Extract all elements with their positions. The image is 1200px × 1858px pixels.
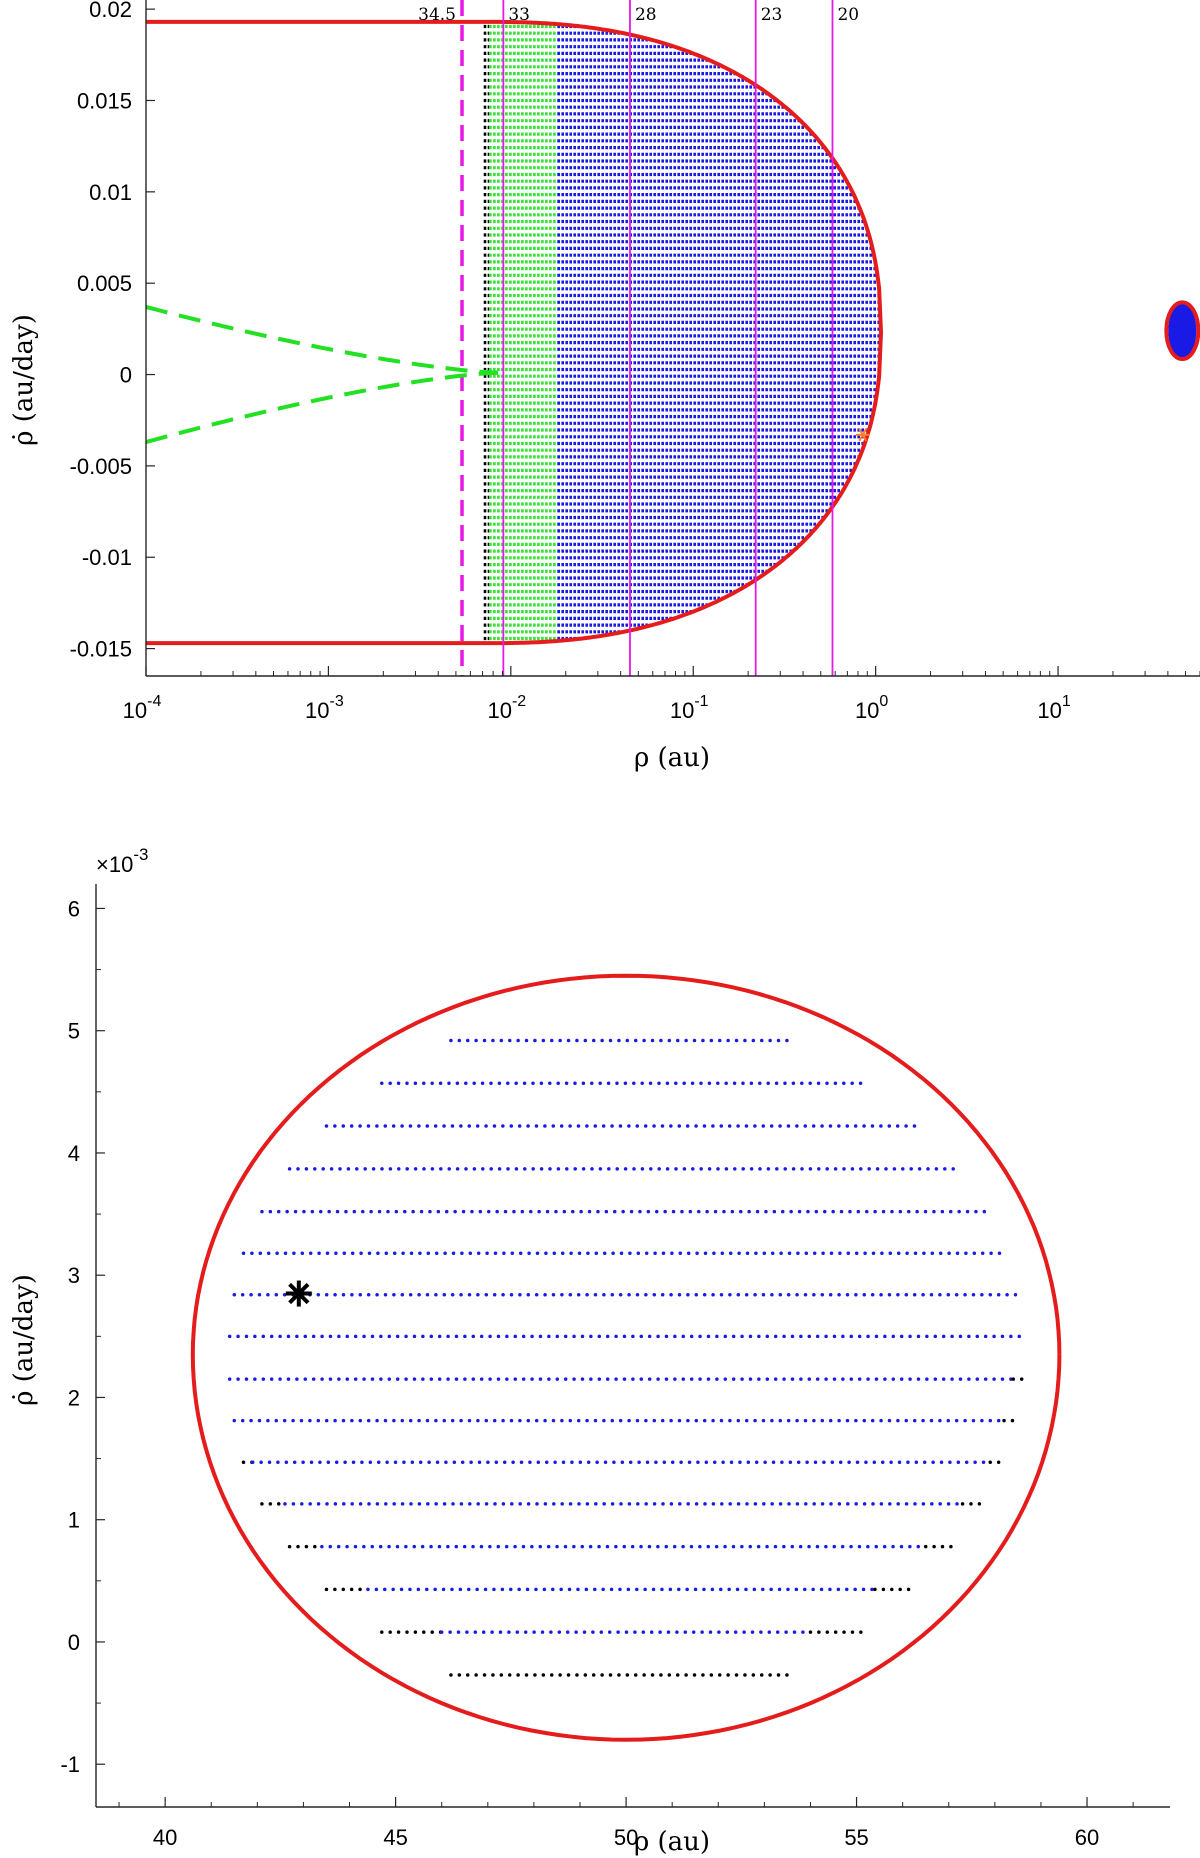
top-y-axis-label: ρ̇ (au/day): [9, 314, 39, 446]
top-resonance-label-34.5: 34.5: [418, 5, 456, 25]
top-resonance-label-33: 33: [508, 5, 530, 25]
top-star-marker-stroke: [858, 428, 868, 442]
bottom-y-tick-label: 1: [68, 1508, 80, 1533]
top-x-tick-exponent: 0: [879, 693, 888, 710]
top-resonance-label-23: 23: [761, 5, 783, 25]
top-x-tick-exponent: -2: [512, 693, 526, 710]
top-y-tick-label: -0.01: [82, 545, 132, 570]
top-small-island-dots: [1168, 303, 1197, 359]
bottom-star-marker: [285, 1280, 312, 1307]
bottom-y-multiplier-exponent: -3: [133, 845, 148, 864]
top-y-tick-label: -0.015: [70, 637, 132, 662]
top-x-tick-label: 100: [855, 693, 888, 723]
bottom-x-tick-label: 45: [383, 1825, 407, 1850]
top-x-tick-exponent: 1: [1062, 693, 1071, 710]
bottom-dot-rows: [227, 1038, 1029, 1677]
bottom-y-tick-label: 3: [68, 1263, 80, 1288]
top-plot-area: [146, 0, 1200, 676]
bottom-star-marker-stroke: [288, 1282, 310, 1305]
top-x-axis-label: ρ (au): [634, 743, 710, 773]
bottom-x-tick-label: 55: [844, 1825, 868, 1850]
top-x-tick-label: 10-2: [487, 693, 526, 723]
top-x-tick-exponent: -3: [330, 693, 344, 710]
top-dashed-separatrix-0: [146, 304, 498, 375]
bottom-y-tick-label: 6: [68, 896, 80, 921]
top-resonance-label-28: 28: [635, 5, 657, 25]
top-small-island: [1164, 300, 1200, 362]
top-region-rows-green: [489, 24, 558, 641]
top-y-tick-label: 0.005: [77, 271, 132, 296]
top-x-tick-label: 10-1: [670, 693, 709, 723]
top-x-tick-exponent: -4: [147, 693, 161, 710]
top-y-tick-label: 0.01: [89, 180, 132, 205]
top-y-tick-label: 0.015: [77, 88, 132, 113]
bottom-y-axis-label: ρ̇ (au/day): [9, 1274, 39, 1406]
bottom-x-tick-label: 50: [614, 1825, 638, 1850]
bottom-x-tick-label: 40: [153, 1825, 177, 1850]
top-phase-space-chart: 34.5 33 28 23 20 0.02 0.015 0.01 0.005 0 -0.005 -0.…: [9, 0, 1200, 773]
bottom-y-tick-label: 2: [68, 1385, 80, 1410]
bottom-y-tick-label: 5: [68, 1019, 80, 1044]
top-y-tick-label: -0.005: [70, 454, 132, 479]
top-region-green: [489, 24, 558, 641]
top-x-tick-exponent: -1: [694, 693, 708, 710]
top-boundary-curve: [146, 19, 884, 646]
bottom-y-tick-label: 0: [68, 1630, 80, 1655]
bottom-x-tick-label: 60: [1075, 1825, 1099, 1850]
bottom-x-axis-label: ρ (au): [634, 1827, 710, 1857]
bottom-y-multiplier: ×10-3: [96, 845, 148, 877]
bottom-y-tick-label: 4: [68, 1141, 80, 1166]
top-y-tick-label: 0.02: [89, 0, 132, 22]
top-y-tick-label: 0: [120, 363, 132, 388]
top-dashed-separatrix-1: [146, 370, 498, 445]
top-x-tick-label: 101: [1037, 693, 1070, 723]
bottom-y-tick-label: -1: [60, 1752, 80, 1777]
top-x-tick-label: 10-4: [123, 693, 162, 723]
top-x-tick-label: 10-3: [305, 693, 344, 723]
top-small-island-boundary: [1164, 300, 1200, 362]
top-resonance-label-20: 20: [837, 5, 859, 25]
bottom-island-boundary: [190, 973, 1062, 1742]
top-star-marker: [855, 428, 870, 442]
